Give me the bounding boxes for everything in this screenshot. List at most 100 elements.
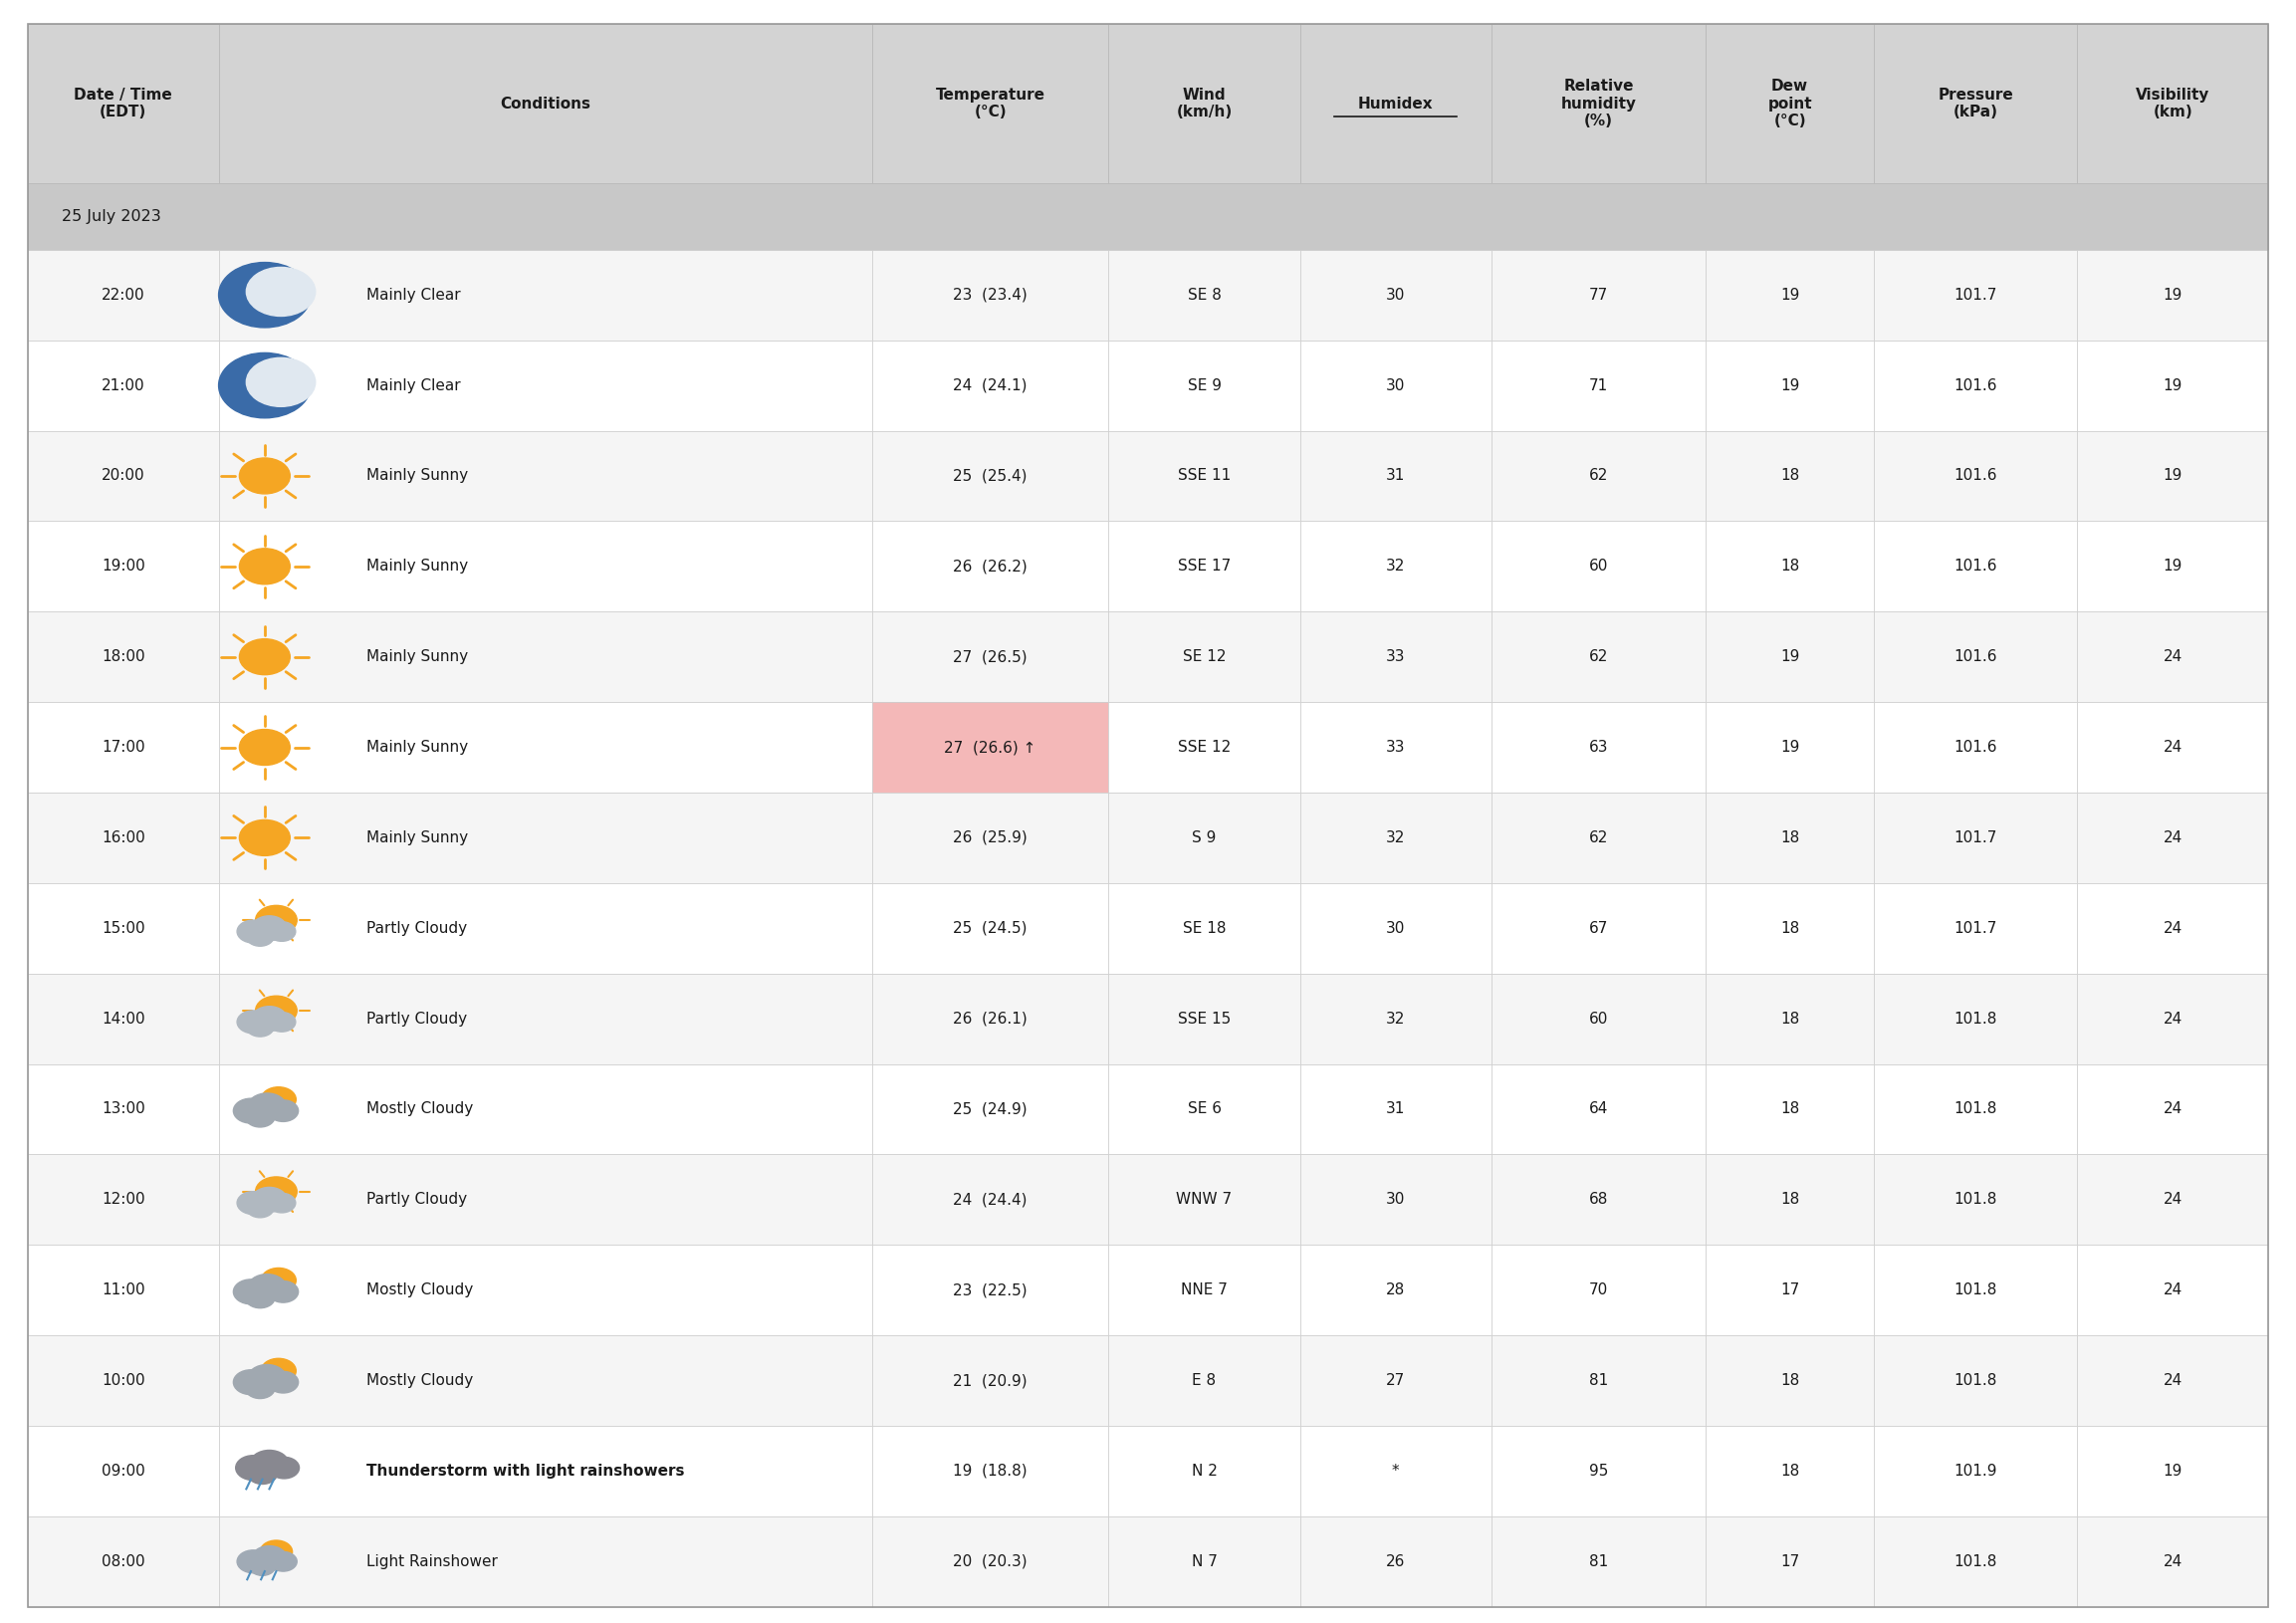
FancyBboxPatch shape — [2078, 883, 2268, 974]
FancyBboxPatch shape — [1300, 612, 1492, 703]
Text: 26  (26.1): 26 (26.1) — [953, 1011, 1029, 1026]
Circle shape — [269, 1552, 296, 1571]
FancyBboxPatch shape — [1706, 883, 1874, 974]
FancyBboxPatch shape — [28, 1336, 218, 1427]
FancyBboxPatch shape — [872, 1245, 1109, 1336]
FancyBboxPatch shape — [1109, 1427, 1300, 1516]
Text: 101.8: 101.8 — [1954, 1373, 1998, 1388]
FancyBboxPatch shape — [1300, 1154, 1492, 1245]
Text: 26  (25.9): 26 (25.9) — [953, 831, 1029, 846]
Circle shape — [269, 922, 296, 941]
FancyBboxPatch shape — [28, 612, 218, 703]
FancyBboxPatch shape — [1492, 1336, 1706, 1427]
Text: Light Rainshower: Light Rainshower — [365, 1555, 498, 1569]
FancyBboxPatch shape — [1492, 1427, 1706, 1516]
FancyBboxPatch shape — [2078, 250, 2268, 341]
FancyBboxPatch shape — [218, 341, 872, 430]
Text: 18: 18 — [1779, 558, 1800, 575]
Text: 101.8: 101.8 — [1954, 1011, 1998, 1026]
Text: 24: 24 — [2163, 1102, 2181, 1117]
FancyBboxPatch shape — [218, 521, 872, 612]
Text: 27: 27 — [1387, 1373, 1405, 1388]
Text: Mainly Sunny: Mainly Sunny — [365, 649, 468, 664]
FancyBboxPatch shape — [2078, 703, 2268, 792]
FancyBboxPatch shape — [1874, 1336, 2078, 1427]
FancyBboxPatch shape — [1706, 521, 1874, 612]
Text: 32: 32 — [1387, 558, 1405, 575]
FancyBboxPatch shape — [1492, 1154, 1706, 1245]
FancyBboxPatch shape — [1492, 1245, 1706, 1336]
Text: Pressure
(kPa): Pressure (kPa) — [1938, 88, 2014, 120]
Circle shape — [236, 1011, 269, 1034]
FancyBboxPatch shape — [28, 1427, 218, 1516]
FancyBboxPatch shape — [1874, 1427, 2078, 1516]
Text: 14:00: 14:00 — [101, 1011, 145, 1026]
Text: 15:00: 15:00 — [101, 920, 145, 936]
FancyBboxPatch shape — [218, 612, 872, 703]
FancyBboxPatch shape — [2078, 1336, 2268, 1427]
Circle shape — [269, 1281, 298, 1303]
Text: Conditions: Conditions — [501, 96, 590, 110]
Text: 19: 19 — [1779, 378, 1800, 393]
Text: 30: 30 — [1387, 378, 1405, 393]
FancyBboxPatch shape — [2078, 974, 2268, 1065]
FancyBboxPatch shape — [28, 1516, 218, 1607]
FancyBboxPatch shape — [2078, 612, 2268, 703]
Text: N 2: N 2 — [1192, 1464, 1217, 1479]
Text: 08:00: 08:00 — [101, 1555, 145, 1569]
Text: 19: 19 — [1779, 287, 1800, 302]
FancyBboxPatch shape — [218, 974, 872, 1065]
FancyBboxPatch shape — [1706, 974, 1874, 1065]
Circle shape — [262, 1087, 296, 1112]
Text: 81: 81 — [1589, 1373, 1607, 1388]
Circle shape — [239, 458, 289, 493]
Circle shape — [255, 1177, 296, 1206]
FancyBboxPatch shape — [218, 792, 872, 883]
Circle shape — [246, 268, 315, 316]
Text: 60: 60 — [1589, 1011, 1607, 1026]
Text: 24  (24.1): 24 (24.1) — [953, 378, 1026, 393]
Text: 24: 24 — [2163, 649, 2181, 664]
Text: 32: 32 — [1387, 1011, 1405, 1026]
FancyBboxPatch shape — [2078, 341, 2268, 430]
Text: 23  (23.4): 23 (23.4) — [953, 287, 1029, 302]
Text: 22:00: 22:00 — [101, 287, 145, 302]
Text: 24: 24 — [2163, 1282, 2181, 1298]
Text: 26: 26 — [1387, 1555, 1405, 1569]
FancyBboxPatch shape — [1109, 521, 1300, 612]
Text: Thunderstorm with light rainshowers: Thunderstorm with light rainshowers — [365, 1464, 684, 1479]
FancyBboxPatch shape — [1874, 24, 2078, 183]
FancyBboxPatch shape — [1109, 250, 1300, 341]
Text: 62: 62 — [1589, 469, 1607, 484]
FancyBboxPatch shape — [218, 1427, 872, 1516]
Text: 19: 19 — [2163, 469, 2183, 484]
Text: 30: 30 — [1387, 1193, 1405, 1208]
Text: 12:00: 12:00 — [101, 1193, 145, 1208]
FancyBboxPatch shape — [28, 1065, 218, 1154]
FancyBboxPatch shape — [1874, 1516, 2078, 1607]
FancyBboxPatch shape — [1874, 612, 2078, 703]
Text: Mainly Clear: Mainly Clear — [365, 378, 459, 393]
Text: Temperature
(°C): Temperature (°C) — [934, 88, 1045, 120]
FancyBboxPatch shape — [218, 1516, 872, 1607]
FancyBboxPatch shape — [2078, 24, 2268, 183]
Circle shape — [253, 1188, 287, 1212]
Circle shape — [259, 1540, 292, 1563]
FancyBboxPatch shape — [1300, 792, 1492, 883]
Text: 24: 24 — [2163, 831, 2181, 846]
Text: 101.6: 101.6 — [1954, 649, 1998, 664]
FancyBboxPatch shape — [1109, 1245, 1300, 1336]
Text: 18: 18 — [1779, 1464, 1800, 1479]
FancyBboxPatch shape — [2078, 792, 2268, 883]
FancyBboxPatch shape — [1492, 250, 1706, 341]
FancyBboxPatch shape — [1109, 1516, 1300, 1607]
Text: N 7: N 7 — [1192, 1555, 1217, 1569]
Text: 19: 19 — [2163, 558, 2183, 575]
FancyBboxPatch shape — [1874, 974, 2078, 1065]
Text: SE 18: SE 18 — [1182, 920, 1226, 936]
FancyBboxPatch shape — [1300, 341, 1492, 430]
Text: 28: 28 — [1387, 1282, 1405, 1298]
Text: 20  (20.3): 20 (20.3) — [953, 1555, 1029, 1569]
Circle shape — [269, 1100, 298, 1121]
FancyBboxPatch shape — [1300, 1516, 1492, 1607]
